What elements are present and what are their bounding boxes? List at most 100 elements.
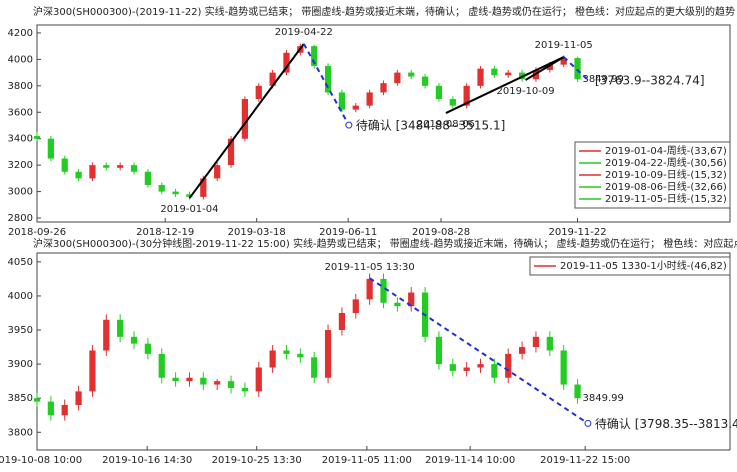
y-tick-label: 3850: [8, 393, 33, 404]
candle-body: [117, 165, 124, 168]
trend-end-label: 2019-11-05: [535, 40, 593, 51]
candle-body: [394, 72, 401, 84]
y-tick-label: 3950: [8, 325, 33, 336]
candle-body: [89, 350, 96, 392]
candle-body: [75, 391, 82, 406]
candle-body: [103, 319, 110, 351]
candle-body: [574, 58, 581, 80]
legend-label: 2019-11-05 1330-1小时线-(46,82): [560, 259, 727, 272]
plot-frame: [36, 252, 731, 451]
candle-body: [449, 364, 456, 371]
candle-body: [449, 99, 456, 106]
candle-body: [144, 343, 151, 354]
candle-body: [463, 85, 470, 106]
last-price: 3849.99: [583, 74, 624, 85]
trend-end-label: 2019-04-22: [275, 27, 333, 38]
candle-body: [352, 299, 359, 313]
trend-line: [562, 56, 589, 81]
candle-body: [241, 99, 249, 139]
candle-body: [532, 336, 540, 348]
candle-body: [186, 377, 193, 382]
x-tick-label: 2019-08-28: [412, 227, 470, 238]
candle-body: [89, 165, 96, 179]
candle-body: [172, 191, 179, 195]
x-tick-label: 2019-10-25 13:30: [212, 455, 302, 466]
x-tick-label: 2019-11-22 15:00: [540, 455, 630, 466]
candle-body: [200, 178, 207, 197]
candle-body: [227, 381, 235, 388]
candle-body: [421, 76, 429, 86]
candle-body: [574, 384, 581, 399]
candle-body: [33, 398, 41, 402]
candle-body: [380, 83, 387, 93]
y-tick-label: 3900: [8, 359, 33, 370]
x-tick-label: 2019-10-16 14:30: [102, 455, 192, 466]
x-tick-label: 2019-06-11: [319, 227, 377, 238]
trend-start-label: 2019-10-09: [497, 86, 555, 97]
x-tick-label: 2018-09-26: [8, 227, 66, 238]
trend-end-label: [3763.9--3824.74]: [595, 74, 705, 88]
candle-body: [130, 165, 138, 172]
candle-body: [505, 353, 512, 378]
y-tick-label: 3800: [8, 81, 33, 92]
candle-body: [186, 194, 193, 197]
candle-body: [560, 350, 567, 385]
x-tick-label: 2019-11-22: [548, 227, 606, 238]
candle-body: [47, 401, 54, 416]
trend-end-label: 待确认 [3798.35--3813.48]: [595, 417, 737, 431]
legend-box: [529, 256, 731, 276]
candle-body: [366, 278, 373, 300]
y-tick-label: 4000: [8, 54, 33, 65]
candle-body: [408, 292, 415, 307]
trend-end-circle: [345, 121, 353, 129]
plot-frame: [36, 24, 731, 223]
candle-body: [463, 367, 470, 371]
x-tick-label: 2019-11-05 11:00: [322, 455, 412, 466]
candle-body: [241, 387, 249, 392]
candle-body: [269, 350, 276, 368]
candle-body: [477, 68, 484, 86]
candle-body: [560, 58, 567, 65]
candle-body: [311, 357, 318, 378]
chart-title: 沪深300(SH000300)-(2019-11-22) 实线-趋势或已结束； …: [33, 5, 735, 18]
trend-start-label: 2019-01-04: [160, 204, 218, 215]
y-tick-label: 3200: [8, 160, 33, 171]
candle-body: [214, 381, 221, 385]
candle-body: [435, 85, 443, 100]
candle-body: [283, 52, 290, 73]
y-tick-label: 4200: [8, 28, 33, 39]
y-tick-label: 3000: [8, 187, 33, 198]
trend-line: [445, 56, 565, 114]
candle-body: [117, 319, 124, 337]
candle-body: [435, 336, 443, 365]
y-tick-label: 3800: [8, 427, 33, 438]
candle-body: [33, 136, 41, 139]
candle-body: [227, 138, 235, 166]
trend-start-label: 2019-08-06: [417, 119, 475, 130]
candle-body: [61, 405, 68, 416]
candle-body: [75, 171, 82, 179]
candle-body: [283, 350, 290, 354]
candle-body: [546, 64, 553, 70]
x-tick-label: 2019-11-14 10:00: [425, 455, 515, 466]
legend-label: 2019-01-04-周线-(33,67): [605, 144, 727, 157]
candle-body: [47, 138, 54, 159]
candle-body: [103, 165, 110, 168]
candle-body: [255, 85, 262, 100]
trend-line: [369, 277, 589, 425]
chart-title: 沪深300(SH000300)-(30分钟线图-2019-11-22 15:00…: [33, 237, 737, 250]
y-tick-label: 2800: [8, 213, 33, 224]
trend-line: [302, 43, 350, 126]
candle-body: [297, 353, 304, 358]
candle-body: [255, 367, 262, 392]
candle-body: [338, 92, 346, 110]
candle-body: [477, 364, 484, 368]
candle-body: [172, 377, 179, 382]
trend-end-label: 待确认 [3484.88--3515.1]: [356, 119, 505, 133]
x-tick-label: 2019-10-08 10:00: [0, 455, 82, 466]
candle-body: [61, 158, 68, 172]
legend-label: 2019-11-05-日线-(15,32): [605, 192, 727, 205]
candle-body: [158, 184, 165, 192]
x-tick-label: 2018-12-19: [136, 227, 194, 238]
